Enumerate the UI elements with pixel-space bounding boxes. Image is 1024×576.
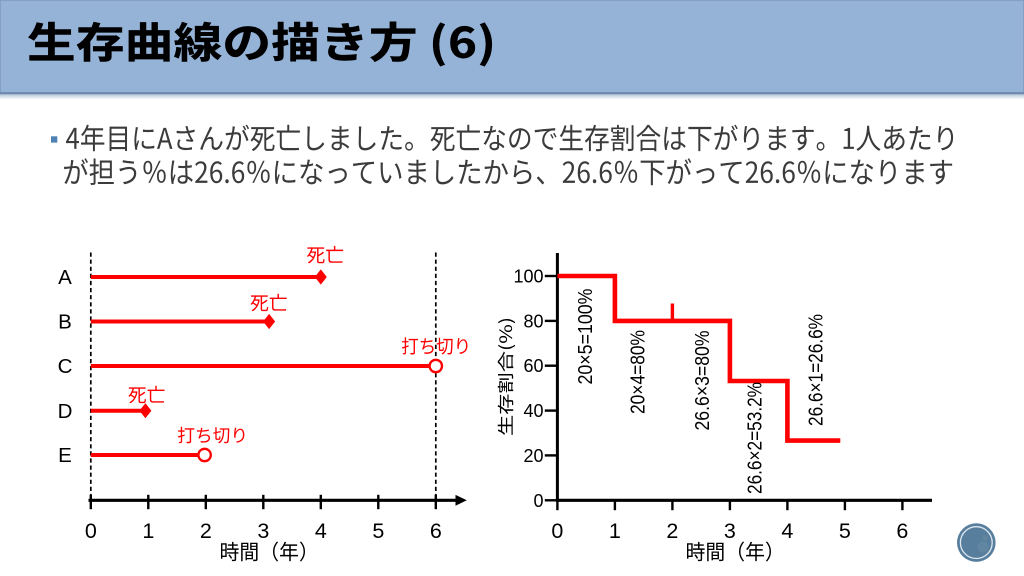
svg-text:40: 40 <box>523 401 543 421</box>
svg-text:20×4=80%: 20×4=80% <box>628 330 650 414</box>
svg-text:3: 3 <box>257 519 269 543</box>
svg-text:100: 100 <box>513 267 543 287</box>
svg-text:80: 80 <box>523 311 543 331</box>
svg-text:D: D <box>58 400 73 423</box>
svg-text:2: 2 <box>666 519 678 543</box>
svg-text:1: 1 <box>142 519 154 543</box>
svg-text:4: 4 <box>781 519 793 543</box>
svg-text:C: C <box>58 355 73 378</box>
svg-text:2: 2 <box>200 519 212 543</box>
svg-text:0: 0 <box>533 491 543 511</box>
svg-text:20×5=100%: 20×5=100% <box>575 288 597 384</box>
svg-text:4: 4 <box>315 519 327 543</box>
svg-text:3: 3 <box>724 519 736 543</box>
svg-text:A: A <box>58 266 72 289</box>
svg-text:1: 1 <box>609 519 621 543</box>
svg-text:26.6×3=80%: 26.6×3=80% <box>692 330 714 430</box>
svg-text:26.6×1=26.6%: 26.6×1=26.6% <box>806 314 828 426</box>
svg-text:5: 5 <box>839 519 851 543</box>
svg-text:B: B <box>58 311 72 334</box>
svg-text:5: 5 <box>372 519 384 543</box>
svg-text:20: 20 <box>523 446 543 466</box>
svg-text:0: 0 <box>551 519 563 543</box>
svg-text:6: 6 <box>896 519 908 543</box>
svg-text:E: E <box>58 444 72 467</box>
svg-text:60: 60 <box>523 356 543 376</box>
svg-text:0: 0 <box>85 519 97 543</box>
svg-text:6: 6 <box>430 519 442 543</box>
svg-text:26.6×2=53.2%: 26.6×2=53.2% <box>745 382 767 494</box>
